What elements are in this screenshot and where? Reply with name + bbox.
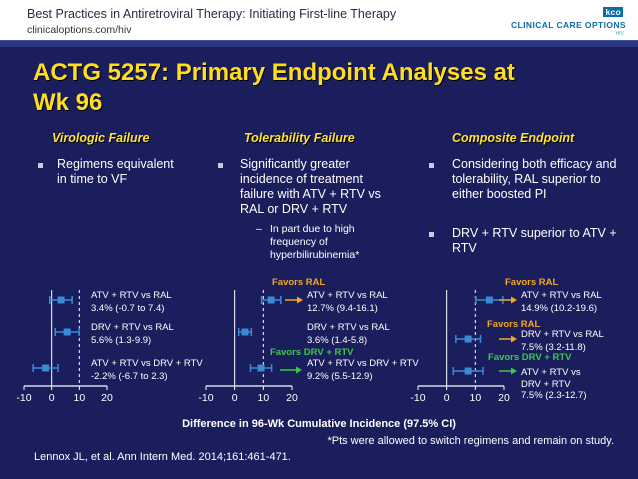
row-value: -2.2% (-6.7 to 2.3) [91, 371, 168, 382]
x-tick-label: 0 [232, 392, 238, 404]
bullet-text: Considering both efficacy and tolerabili… [452, 157, 617, 201]
point-estimate [464, 367, 472, 375]
favors-label: Favors RAL [505, 277, 559, 288]
point-estimate [57, 296, 65, 304]
x-tick-label: -10 [410, 392, 425, 404]
x-tick-label: 20 [498, 392, 510, 404]
row-label: ATV + RTV vs RAL [521, 290, 602, 301]
row-label: ATV + RTV vs DRV + RTV [91, 358, 203, 369]
favors-arrow-head [511, 367, 517, 375]
favors-arrow-head [297, 296, 303, 304]
header-url[interactable]: clinicaloptions.com/hiv [27, 24, 132, 36]
row-value: 9.2% (5.5-12.9) [307, 371, 372, 382]
point-estimate [464, 335, 472, 343]
x-tick-label: 10 [469, 392, 481, 404]
row-label: DRV + RTV vs RAL [521, 329, 604, 340]
x-tick-label: -10 [198, 392, 213, 404]
point-estimate [267, 296, 275, 304]
x-axis-title: Difference in 96-Wk Cumulative Incidence… [182, 418, 456, 430]
x-tick-label: 20 [286, 392, 298, 404]
favors-arrow-head [511, 296, 517, 304]
point-estimate [42, 364, 50, 372]
header-title: Best Practices in Antiretroviral Therapy… [27, 7, 397, 21]
point-estimate [63, 328, 71, 336]
sub-bullet-dash: – [256, 223, 262, 235]
point-estimate [485, 296, 493, 304]
bullet-text: DRV + RTV superior to ATV + RTV [452, 226, 617, 255]
bullet-marker [429, 232, 434, 237]
column-heading-tolerability: Tolerability Failure [244, 131, 355, 145]
column-heading-virologic: Virologic Failure [52, 131, 150, 145]
row-label: DRV + RTV vs RAL [91, 322, 174, 333]
x-tick-label: 0 [444, 392, 450, 404]
row-value: 5.6% (1.3-9.9) [91, 335, 151, 346]
row-value: 14.9% (10.2-19.6) [521, 303, 597, 314]
logo-text: CLINICAL CARE OPTIONS [511, 20, 626, 30]
row-label: ATV + RTV vs DRV + RTV [307, 358, 419, 369]
row-value: 3.6% (1.4-5.8) [307, 335, 367, 346]
bullet-marker [218, 163, 223, 168]
footnote: *Pts were allowed to switch regimens and… [327, 435, 614, 447]
x-tick-label: 10 [257, 392, 269, 404]
bullet-text: Regimens equivalent in time to VF [57, 157, 174, 186]
point-estimate [257, 364, 265, 372]
x-tick-label: 20 [101, 392, 113, 404]
x-tick-label: -10 [16, 392, 31, 404]
row-value: 7.5% (2.3-12.7) [521, 390, 586, 401]
logo-subtext: HIV [615, 31, 624, 37]
favors-arrow-head [511, 335, 517, 343]
sub-bullet-text: In part due to high frequency of hyperbi… [270, 223, 360, 261]
bullet-marker [429, 163, 434, 168]
slide-title: ACTG 5257: Primary Endpoint Analyses at W… [33, 59, 515, 116]
citation: Lennox JL, et al. Ann Intern Med. 2014;1… [34, 451, 291, 463]
row-value: 7.5% (3.2-11.8) [521, 342, 586, 353]
header-band [0, 40, 638, 47]
favors-label: Favors DRV + RTV [488, 352, 572, 363]
row-label: ATV + RTV vs [521, 367, 581, 378]
row-label: ATV + RTV vs RAL [91, 290, 172, 301]
favors-label: Favors DRV + RTV [270, 347, 354, 358]
favors-label: Favors RAL [272, 277, 326, 288]
row-label: DRV + RTV vs RAL [307, 322, 390, 333]
header-bar: Best Practices in Antiretroviral Therapy… [0, 0, 638, 40]
favors-label: Favors RAL [487, 319, 541, 330]
bullet-text: Significantly greater incidence of treat… [240, 157, 381, 216]
row-label: DRV + RTV [521, 379, 571, 390]
bullet-marker [38, 163, 43, 168]
point-estimate [241, 328, 249, 336]
row-value: 12.7% (9.4-16.1) [307, 303, 378, 314]
clinical-care-options-logo: kco CLINICAL CARE OPTIONS HIV [511, 7, 626, 37]
row-value: 3.4% (-0.7 to 7.4) [91, 303, 164, 314]
x-tick-label: 0 [49, 392, 55, 404]
row-label: ATV + RTV vs RAL [307, 290, 388, 301]
column-heading-composite: Composite Endpoint [452, 131, 575, 145]
x-tick-label: 10 [73, 392, 85, 404]
favors-arrow-head [296, 366, 302, 374]
